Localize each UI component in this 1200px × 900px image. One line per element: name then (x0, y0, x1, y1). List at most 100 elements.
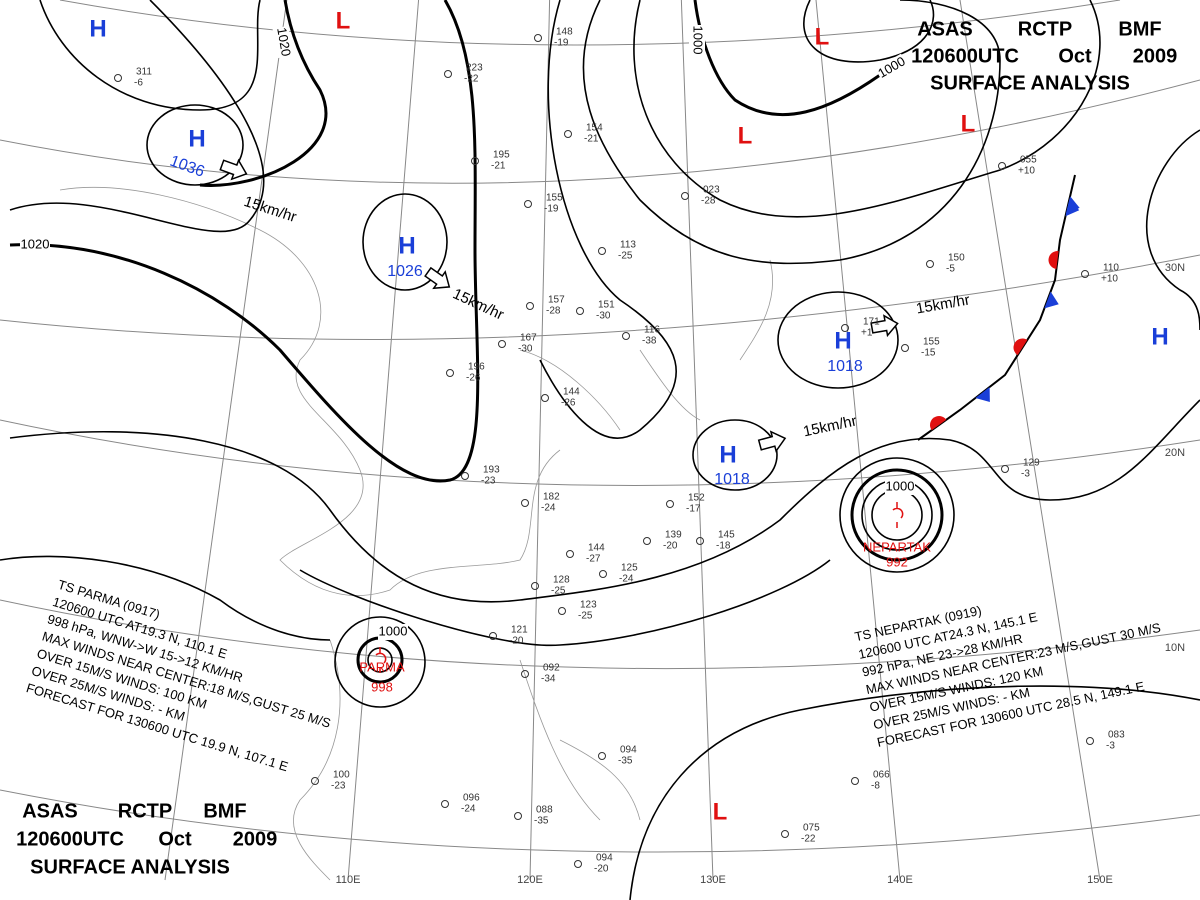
isobar-label: 1000 (379, 623, 408, 638)
station-tendency: -27 (586, 554, 601, 565)
station-circle (446, 369, 454, 377)
header-agency: ASAS (22, 800, 78, 822)
station-circle (114, 74, 122, 82)
center-pressure: 1018 (714, 471, 750, 488)
station-pressure: 139 (665, 530, 682, 541)
station-pressure: 154 (586, 123, 603, 134)
station-circle (311, 777, 319, 785)
station-tendency: -6 (134, 78, 143, 89)
station-pressure: 125 (621, 563, 638, 574)
typhoon-symbol (892, 502, 904, 528)
station-tendency: -35 (618, 756, 633, 767)
station-tendency: -17 (686, 504, 701, 515)
isobar (39, 0, 261, 111)
station-tendency: -20 (663, 541, 678, 552)
station-tendency: -19 (554, 38, 569, 49)
station-pressure: 145 (718, 530, 735, 541)
header-time: 2009 (1133, 45, 1178, 67)
warm-front-semicircle (930, 416, 947, 431)
isobar (199, 0, 328, 187)
station-circle (781, 830, 789, 838)
station-pressure: 094 (620, 745, 637, 756)
station-tendency: -19 (544, 204, 559, 215)
storm-name: NEPARTAK (863, 539, 931, 554)
isobar (9, 399, 1200, 603)
station-circle (926, 260, 934, 268)
motion-arrow (424, 266, 451, 290)
isobar-label-bg (875, 53, 909, 83)
station-circle (541, 394, 549, 402)
latitude-label: 10N (1165, 642, 1185, 654)
station-pressure: 311 (136, 67, 152, 78)
longitude-line (815, 0, 901, 881)
station-pressure: 066 (873, 770, 890, 781)
center-pressure: 1026 (387, 263, 423, 280)
isobar (803, 0, 935, 63)
high-center: H (1151, 323, 1168, 350)
station-circle (489, 632, 497, 640)
isobar-label-bg (689, 25, 705, 55)
station-circle (576, 307, 584, 315)
station-tendency: -26 (561, 398, 576, 409)
station-pressure: 167 (520, 333, 537, 344)
station-tendency: -25 (578, 611, 593, 622)
station-pressure: 123 (580, 600, 597, 611)
station-pressure: 023 (703, 185, 720, 196)
isobar (146, 104, 244, 186)
station-circle (681, 192, 689, 200)
front-line (917, 174, 1076, 441)
station-circle (696, 537, 704, 545)
station-circle (471, 157, 479, 165)
storm-name: PARMA (359, 659, 405, 674)
graticule (0, 0, 1200, 881)
stationary-front (917, 174, 1080, 441)
station-tendency: -30 (518, 344, 533, 355)
coastlines (59, 187, 774, 881)
warm-front-semicircle (1013, 338, 1028, 356)
isobar-label: 1000 (886, 478, 915, 493)
low-center: L (336, 7, 351, 34)
isobar-label: 1020 (274, 26, 294, 57)
header-product: SURFACE ANALYSIS (30, 856, 230, 878)
low-center: L (713, 798, 728, 825)
isobar-label-bg (378, 624, 408, 640)
station-tendency: -22 (464, 74, 479, 85)
station-pressure: 116 (644, 325, 660, 336)
station-pressure: 121 (511, 625, 528, 636)
station-circle (598, 247, 606, 255)
station-pressure: 157 (548, 295, 565, 306)
station-tendency: -24 (461, 804, 476, 815)
isobar (582, 0, 1001, 265)
header-time: Oct (1058, 45, 1092, 67)
station-tendency: -23 (331, 781, 346, 792)
header-agency: RCTP (1018, 18, 1072, 40)
isobar (9, 0, 480, 483)
station-pressure: 096 (463, 793, 480, 804)
isobar (629, 685, 1200, 900)
center-pressure: 1018 (827, 358, 863, 375)
station-pressure: 195 (493, 150, 510, 161)
isobar (539, 0, 678, 439)
high-center: H (188, 125, 205, 152)
station-pressure: 100 (333, 770, 350, 781)
header-time: 120600UTC (911, 45, 1019, 67)
longitude-line (529, 0, 551, 881)
isobar (299, 559, 831, 647)
storm-pressure: 992 (886, 554, 908, 569)
station-pressure: 129 (1023, 458, 1040, 469)
station-circle (599, 570, 607, 578)
station-circle (666, 500, 674, 508)
station-circle (574, 860, 582, 868)
latitude-line (0, 254, 1200, 340)
coastline (519, 259, 774, 431)
station-tendency: -28 (701, 196, 716, 207)
low-center: L (815, 23, 830, 50)
station-pressure: 196 (468, 362, 485, 373)
station-circle (598, 752, 606, 760)
station-pressure: 088 (536, 805, 553, 816)
cold-front-triangle (975, 386, 990, 402)
isobar (9, 0, 265, 233)
station-circle (1001, 465, 1009, 473)
station-tendency: +10 (1101, 274, 1118, 285)
